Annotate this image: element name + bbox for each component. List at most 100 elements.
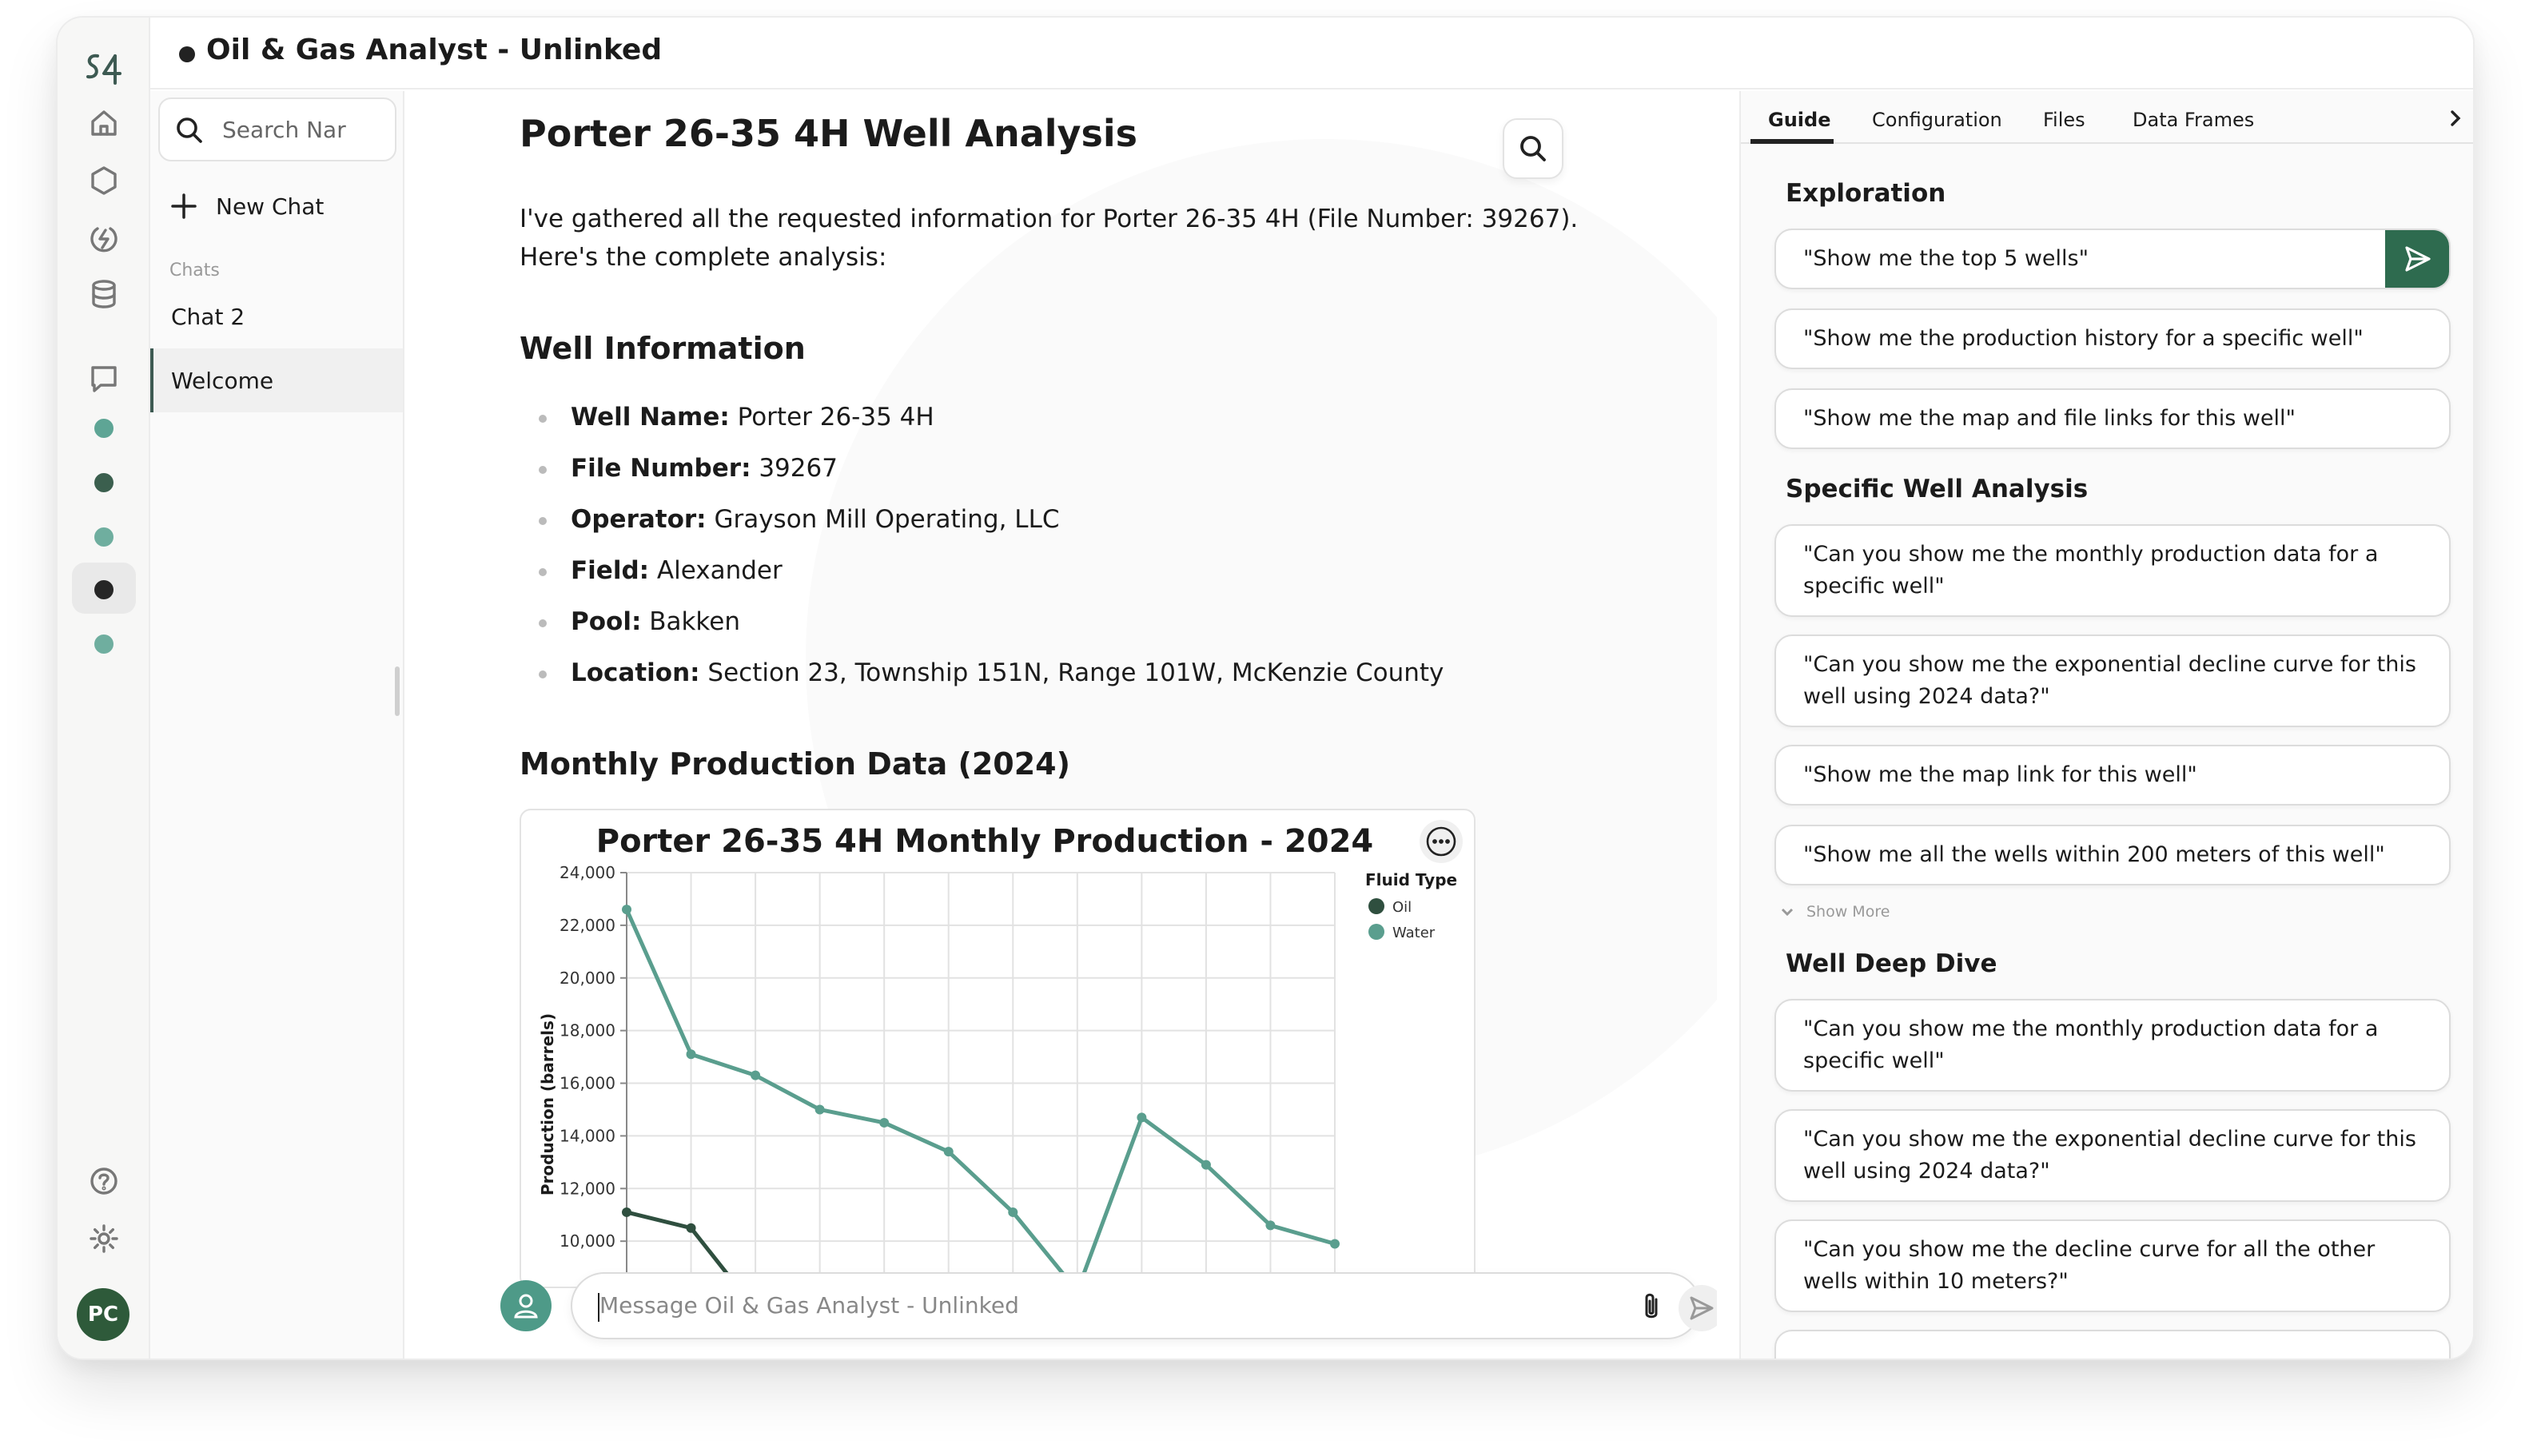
well-info-item: Pool: Bakken	[520, 596, 1444, 647]
well-info-value: Bakken	[649, 607, 740, 636]
well-info-item: File Number: 39267	[520, 443, 1444, 494]
section-title-well-deep-dive: Well Deep Dive	[1786, 949, 1997, 978]
well-info-item: Field: Alexander	[520, 545, 1444, 596]
guide-prompt[interactable]: "Show me the map link for this well"	[1774, 745, 2451, 806]
legend-label-oil: Oil	[1392, 899, 1412, 916]
chat-sidebar: Search Nar New Chat Chats Chat 2 Welcome	[150, 91, 404, 1359]
guide-prompt-text: "Show me the map link for this well"	[1803, 762, 2197, 787]
well-info-item: Location: Section 23, Township 151N, Ran…	[520, 647, 1444, 698]
user-avatar	[500, 1280, 552, 1331]
agent-dot-5[interactable]	[94, 635, 114, 654]
agent-dot-2[interactable]	[94, 473, 114, 492]
search-icon	[177, 117, 202, 143]
guide-prompt-text: "Can you show me the exponential decline…	[1803, 1127, 2416, 1183]
home-icon[interactable]	[83, 102, 125, 144]
settings-icon[interactable]	[83, 1218, 125, 1259]
s4-logo[interactable]	[80, 45, 128, 93]
database-icon[interactable]	[83, 273, 125, 315]
plus-icon	[171, 193, 197, 219]
active-tab-indicator	[1750, 139, 1834, 144]
well-info-label: Field:	[571, 556, 650, 585]
section-title-specific-well-analysis: Specific Well Analysis	[1786, 475, 2089, 503]
y-tick-label: 16,000	[560, 1074, 615, 1093]
new-chat-button[interactable]: New Chat	[169, 189, 324, 224]
message-input[interactable]: Message Oil & Gas Analyst - Unlinked	[599, 1292, 1019, 1319]
agent-dot-3[interactable]	[94, 527, 114, 547]
user-avatar-initials[interactable]: PC	[77, 1288, 129, 1341]
agent-dot-1[interactable]	[94, 419, 114, 438]
agent-dot-4-active[interactable]	[94, 580, 114, 599]
guide-prompt-text: "Can you show me the exponential decline…	[1803, 652, 2416, 709]
show-more-button[interactable]: Show More	[1779, 903, 1890, 921]
well-info-label: Location:	[571, 658, 700, 687]
icon-rail: PC	[58, 18, 150, 1359]
page-title: Porter 26-35 4H Well Analysis	[520, 112, 1138, 155]
series-line-water	[624, 909, 1336, 1287]
data-point-water	[943, 1147, 954, 1157]
intro-text: I've gathered all the requested informat…	[520, 205, 1579, 272]
text-caret	[598, 1293, 599, 1322]
message-composer[interactable]: Message Oil & Gas Analyst - Unlinked	[571, 1272, 1717, 1339]
data-point-water	[686, 1049, 696, 1060]
chat-search-input[interactable]: Search Nar	[158, 97, 396, 161]
production-chart-card: Porter 26-35 4H Monthly Production - 202…	[520, 809, 1476, 1288]
well-info-item: Well Name: Porter 26-35 4H	[520, 392, 1444, 443]
y-tick-label: 14,000	[560, 1126, 615, 1145]
guide-prompt-partial[interactable]	[1774, 1330, 2451, 1359]
guide-prompt[interactable]: "Can you show me the decline curve for a…	[1774, 1219, 2451, 1312]
more-options-icon	[1426, 826, 1456, 857]
tab-data-frames[interactable]: Data Frames	[2133, 109, 2255, 131]
guide-prompt-text: "Show me all the wells within 200 meters…	[1803, 842, 2385, 867]
y-tick-label: 20,000	[560, 969, 615, 988]
paperclip-icon	[1645, 1293, 1658, 1319]
tab-files[interactable]: Files	[2043, 109, 2085, 131]
guide-prompt[interactable]: "Show me the map and file links for this…	[1774, 388, 2451, 449]
cube-icon[interactable]	[83, 160, 125, 201]
chats-section-label: Chats	[169, 261, 220, 280]
user-icon	[514, 1294, 538, 1319]
well-info-value: Porter 26-35 4H	[737, 403, 934, 432]
guide-prompt[interactable]: "Can you show me the exponential decline…	[1774, 635, 2451, 727]
guide-prompt-text: "Can you show me the monthly production …	[1803, 542, 2379, 599]
y-tick-label: 22,000	[560, 916, 615, 935]
well-info-label: Pool:	[571, 607, 642, 636]
guide-prompt[interactable]: "Show me all the wells within 200 meters…	[1774, 825, 2451, 885]
guide-prompt[interactable]: "Can you show me the monthly production …	[1774, 524, 2451, 617]
data-point-water	[1137, 1112, 1147, 1123]
guide-prompt[interactable]: "Show me the production history for a sp…	[1774, 308, 2451, 369]
well-info-value: 39267	[759, 454, 838, 483]
bolt-icon[interactable]	[83, 217, 125, 259]
collapse-panel-button[interactable]	[2444, 107, 2467, 129]
new-chat-label: New Chat	[216, 193, 325, 220]
tab-guide[interactable]: Guide	[1768, 109, 1831, 131]
chat-item-welcome[interactable]: Welcome	[150, 348, 403, 412]
legend-label-water: Water	[1392, 925, 1436, 941]
data-point-water	[1330, 1239, 1340, 1249]
send-message-button[interactable]	[1679, 1285, 1717, 1331]
guide-prompt[interactable]: "Can you show me the exponential decline…	[1774, 1109, 2451, 1202]
y-tick-label: 24,000	[560, 863, 615, 882]
series-line-oil	[626, 1210, 740, 1287]
legend-swatch-oil	[1368, 898, 1384, 914]
sidebar-resize-handle[interactable]	[395, 666, 400, 716]
data-point-water	[1008, 1207, 1018, 1217]
guide-prompt[interactable]: "Can you show me the monthly production …	[1774, 999, 2451, 1092]
connection-status-dot	[179, 46, 195, 62]
attachment-button[interactable]	[1634, 1290, 1669, 1325]
guide-prompt[interactable]: "Show me the top 5 wells"	[1774, 229, 2451, 289]
app-title: Oil & Gas Analyst - Unlinked	[206, 34, 663, 66]
well-info-label: File Number:	[571, 454, 751, 483]
y-tick-label: 12,000	[560, 1179, 615, 1198]
chat-bubble-icon[interactable]	[83, 358, 125, 400]
help-icon[interactable]	[83, 1160, 125, 1202]
well-info-label: Operator:	[571, 505, 707, 534]
chat-item-chat-2[interactable]: Chat 2	[171, 303, 245, 330]
tab-configuration[interactable]: Configuration	[1872, 109, 2002, 131]
send-icon	[2405, 246, 2431, 272]
chart-menu-button[interactable]	[1420, 820, 1463, 863]
well-info-label: Well Name:	[571, 403, 730, 432]
message-search-button[interactable]	[1503, 118, 1563, 179]
data-point-water	[814, 1104, 825, 1115]
run-prompt-button[interactable]	[2385, 230, 2449, 288]
guide-prompt-text: "Show me the map and file links for this…	[1803, 406, 2296, 431]
